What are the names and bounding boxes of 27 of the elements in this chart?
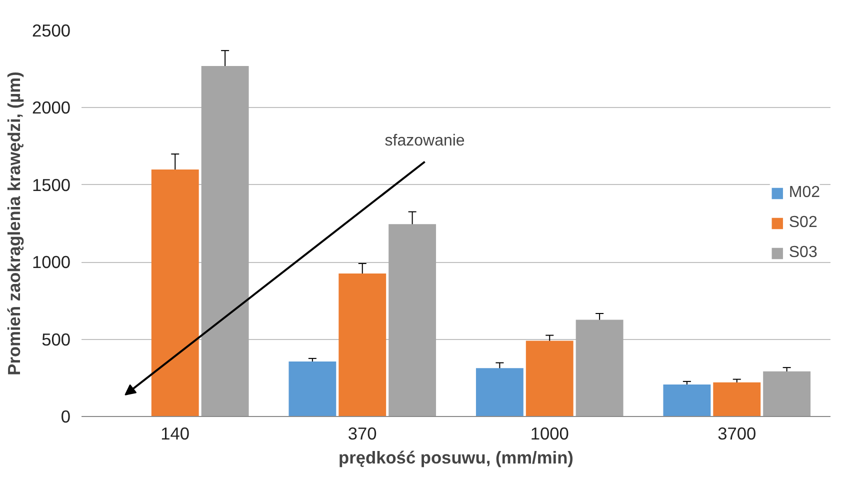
- bar: [663, 384, 711, 416]
- bar: [713, 382, 761, 416]
- x-tick-label: 370: [348, 424, 377, 444]
- bar: [526, 340, 574, 416]
- x-axis-title: prędkość posuwu, (mm/min): [338, 448, 574, 468]
- bar: [476, 368, 524, 416]
- bar: [763, 371, 811, 416]
- bar: [388, 224, 436, 416]
- bar: [151, 169, 199, 416]
- y-tick-label: 1000: [32, 252, 71, 272]
- bar: [288, 362, 336, 416]
- legend-label: S03: [788, 244, 818, 262]
- x-tick-label: 1000: [530, 424, 569, 444]
- y-tick-label: 2000: [32, 98, 71, 118]
- bar: [576, 320, 624, 416]
- legend-label: S02: [788, 214, 818, 232]
- x-tick-label: 3700: [718, 424, 756, 444]
- bar: [338, 274, 386, 416]
- x-tick-label: 140: [160, 424, 190, 444]
- y-tick-label: 1500: [32, 174, 71, 195]
- annotation: sfazowanie: [384, 132, 465, 150]
- y-tick-label: 2500: [32, 20, 71, 40]
- bar: [201, 66, 249, 416]
- y-tick-label: 0: [60, 406, 71, 426]
- y-axis-title: Promień zaokrąglenia krawędzi, (µm): [4, 72, 24, 376]
- y-tick-label: 500: [42, 329, 71, 350]
- legend-label: M02: [788, 184, 820, 202]
